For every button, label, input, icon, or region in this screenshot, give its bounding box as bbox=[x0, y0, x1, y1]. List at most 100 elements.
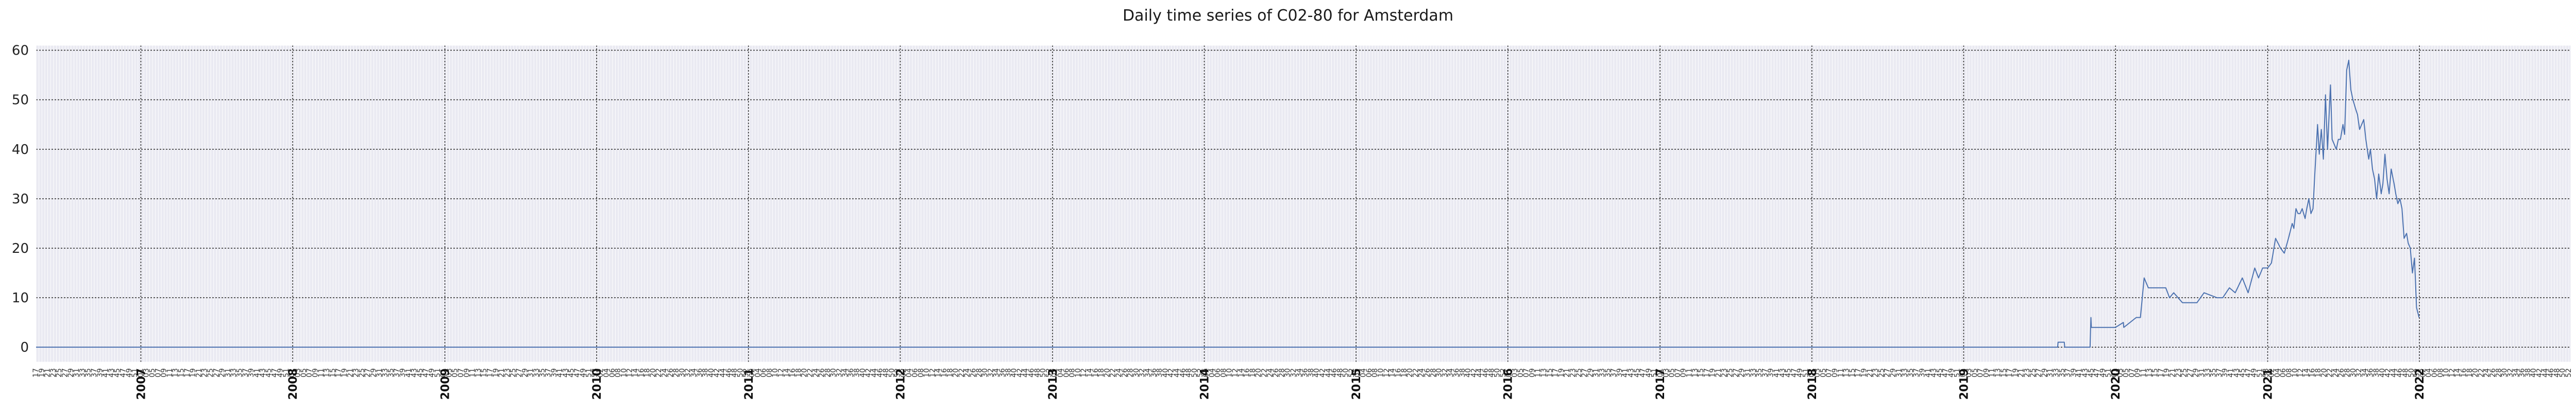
week-tick-label: 33 bbox=[2204, 368, 2212, 377]
week-tick-label: 20 bbox=[2471, 368, 2480, 377]
week-tick-label: 13 bbox=[1994, 368, 2002, 377]
week-tick-label: 52 bbox=[1196, 368, 1205, 377]
week-tick-label: 46 bbox=[2396, 368, 2404, 377]
week-tick-label: 44 bbox=[2390, 368, 2398, 377]
week-tick-label: 41 bbox=[556, 368, 564, 377]
week-tick-label: 51 bbox=[434, 368, 442, 377]
week-tick-label: 26 bbox=[1272, 368, 1280, 377]
week-tick-label: 14 bbox=[1388, 368, 1397, 377]
week-tick-label: 52 bbox=[1045, 368, 1053, 377]
week-tick-label: 27 bbox=[515, 368, 523, 377]
week-tick-label: 25 bbox=[55, 368, 63, 377]
week-tick-label: 24 bbox=[2483, 368, 2492, 377]
week-tick-label: 33 bbox=[533, 368, 541, 377]
week-tick-label: 29 bbox=[67, 368, 75, 377]
week-tick-label: 03 bbox=[1965, 368, 1973, 377]
week-tick-label: 13 bbox=[323, 368, 331, 377]
week-tick-label: 11 bbox=[1686, 368, 1694, 377]
week-tick-label: 49 bbox=[1645, 368, 1653, 377]
week-tick-label: 08 bbox=[2285, 368, 2294, 377]
week-tick-label: 29 bbox=[1738, 368, 1746, 377]
week-tick-label: 21 bbox=[2018, 368, 2026, 377]
week-tick-label: 39 bbox=[399, 368, 407, 377]
week-tick-label: 27 bbox=[212, 368, 221, 377]
week-tick-label: 10 bbox=[620, 368, 628, 377]
week-tick-label: 43 bbox=[2081, 368, 2090, 377]
week-tick-label: 35 bbox=[538, 368, 547, 377]
week-tick-label: 07 bbox=[154, 368, 162, 377]
week-tick-label: 49 bbox=[2099, 368, 2107, 377]
week-tick-label: 46 bbox=[2547, 368, 2555, 377]
week-tick-label: 38 bbox=[2524, 368, 2532, 377]
week-tick-label: 27 bbox=[1884, 368, 1892, 377]
week-tick-label: 43 bbox=[259, 368, 267, 377]
week-tick-label: 32 bbox=[1138, 368, 1146, 377]
week-tick-label: 27 bbox=[1581, 368, 1589, 377]
week-tick-label: 13 bbox=[1540, 368, 1548, 377]
week-tick-label: 10 bbox=[923, 368, 931, 377]
week-tick-label: 39 bbox=[247, 368, 256, 377]
week-tick-label: 14 bbox=[2302, 368, 2311, 377]
week-tick-label: 37 bbox=[393, 368, 401, 377]
week-tick-label: 04 bbox=[2274, 368, 2282, 377]
y-axis: 0 10 20 30 40 50 60 bbox=[12, 43, 29, 356]
week-tick-label: 03 bbox=[1662, 368, 1670, 377]
week-tick-label: 09 bbox=[1680, 368, 1688, 377]
week-tick-label: 01 bbox=[1656, 368, 1665, 377]
week-tick-label: 19 bbox=[1709, 368, 1717, 377]
week-tick-label: 05 bbox=[1819, 368, 1827, 377]
week-tick-label: 33 bbox=[230, 368, 238, 377]
week-tick-label: 21 bbox=[1715, 368, 1723, 377]
year-tick-label: 2022 bbox=[2414, 368, 2427, 400]
week-tick-label: 34 bbox=[2361, 368, 2369, 377]
week-tick-label: 53 bbox=[2262, 368, 2270, 377]
week-tick-label: 19 bbox=[2011, 368, 2020, 377]
week-tick-label: 11 bbox=[317, 368, 326, 377]
week-tick-label: 42 bbox=[865, 368, 873, 377]
week-tick-label: 36 bbox=[1301, 368, 1310, 377]
year-tick-label: 2008 bbox=[287, 368, 300, 400]
x-axis: 1719212325272931333537394143454749510103… bbox=[32, 368, 2573, 400]
week-tick-label: 31 bbox=[2046, 368, 2055, 377]
year-tick-label: 2012 bbox=[894, 368, 907, 400]
week-tick-label: 23 bbox=[49, 368, 58, 377]
week-tick-label: 32 bbox=[2506, 368, 2515, 377]
week-tick-label: 15 bbox=[2151, 368, 2160, 377]
week-tick-label: 52 bbox=[742, 368, 751, 377]
week-tick-label: 09 bbox=[1831, 368, 1839, 377]
week-tick-label: 51 bbox=[1651, 368, 1659, 377]
week-tick-label: 18 bbox=[1400, 368, 1409, 377]
week-tick-label: 42 bbox=[1167, 368, 1176, 377]
y-tick-label: 60 bbox=[12, 43, 29, 59]
week-tick-label: 28 bbox=[2495, 368, 2503, 377]
week-tick-label: 11 bbox=[1534, 368, 1543, 377]
week-tick-label: 52 bbox=[1499, 368, 1507, 377]
week-tick-label: 22 bbox=[1261, 368, 1269, 377]
week-tick-label: 40 bbox=[1161, 368, 1170, 377]
week-tick-label: 01 bbox=[137, 368, 145, 377]
week-tick-label: 42 bbox=[1319, 368, 1327, 377]
week-tick-label: 38 bbox=[1004, 368, 1012, 377]
week-tick-label: 27 bbox=[1732, 368, 1740, 377]
week-tick-label: 22 bbox=[2477, 368, 2485, 377]
year-tick-label: 2009 bbox=[439, 368, 452, 400]
week-tick-label: 02 bbox=[748, 368, 756, 377]
week-tick-label: 20 bbox=[649, 368, 657, 377]
week-tick-label: 17 bbox=[1854, 368, 1862, 377]
week-tick-label: 21 bbox=[2168, 368, 2177, 377]
week-tick-label: 14 bbox=[1086, 368, 1094, 377]
week-tick-label: 37 bbox=[1761, 368, 1769, 377]
week-tick-label: 45 bbox=[416, 368, 425, 377]
week-tick-label: 38 bbox=[1307, 368, 1315, 377]
week-tick-label: 22 bbox=[1412, 368, 1420, 377]
week-tick-label: 35 bbox=[2210, 368, 2218, 377]
week-tick-label: 19 bbox=[341, 368, 349, 377]
week-tick-label: 29 bbox=[521, 368, 529, 377]
year-tick-label: 2018 bbox=[1806, 368, 1819, 400]
week-tick-label: 41 bbox=[1924, 368, 1933, 377]
week-tick-label: 40 bbox=[2378, 368, 2386, 377]
year-tick-label: 2016 bbox=[1502, 368, 1515, 400]
week-tick-label: 18 bbox=[2466, 368, 2474, 377]
week-tick-label: 24 bbox=[2332, 368, 2340, 377]
week-tick-label: 07 bbox=[1825, 368, 1834, 377]
